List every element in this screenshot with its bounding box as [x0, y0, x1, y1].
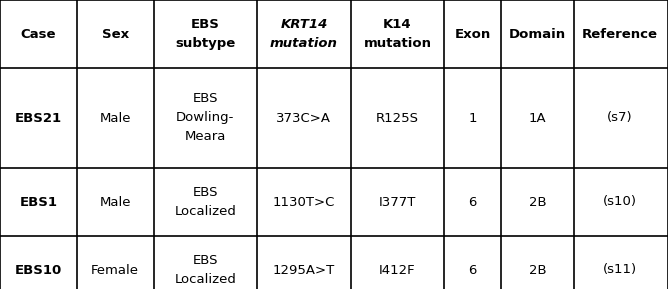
Text: Exon: Exon	[454, 27, 491, 40]
Text: EBS
Dowling-
Meara: EBS Dowling- Meara	[176, 92, 234, 144]
Text: 1: 1	[468, 112, 477, 125]
Text: Reference: Reference	[582, 27, 657, 40]
Text: I412F: I412F	[379, 264, 415, 277]
Text: Male: Male	[100, 112, 131, 125]
Text: Sex: Sex	[102, 27, 129, 40]
Text: 2B: 2B	[529, 264, 546, 277]
Text: Case: Case	[21, 27, 56, 40]
Text: 6: 6	[468, 195, 477, 208]
Text: I377T: I377T	[379, 195, 416, 208]
Text: EBS
Localized: EBS Localized	[174, 186, 236, 218]
Text: (s7): (s7)	[607, 112, 633, 125]
Text: Domain: Domain	[509, 27, 566, 40]
Text: EBS10: EBS10	[15, 264, 62, 277]
Text: 6: 6	[468, 264, 477, 277]
Text: 1A: 1A	[529, 112, 546, 125]
Text: EBS1: EBS1	[19, 195, 57, 208]
Text: EBS
subtype: EBS subtype	[175, 18, 236, 50]
Text: Female: Female	[92, 264, 139, 277]
Text: (s11): (s11)	[603, 264, 637, 277]
Text: 2B: 2B	[529, 195, 546, 208]
Text: 1295A>T: 1295A>T	[273, 264, 335, 277]
Text: 373C>A: 373C>A	[277, 112, 331, 125]
Text: EBS
Localized: EBS Localized	[174, 254, 236, 286]
Text: EBS21: EBS21	[15, 112, 62, 125]
Text: Male: Male	[100, 195, 131, 208]
Text: 1130T>C: 1130T>C	[273, 195, 335, 208]
Text: KRT14
mutation: KRT14 mutation	[270, 18, 338, 50]
Text: (s10): (s10)	[603, 195, 637, 208]
Text: R125S: R125S	[376, 112, 419, 125]
Text: K14
mutation: K14 mutation	[363, 18, 432, 50]
